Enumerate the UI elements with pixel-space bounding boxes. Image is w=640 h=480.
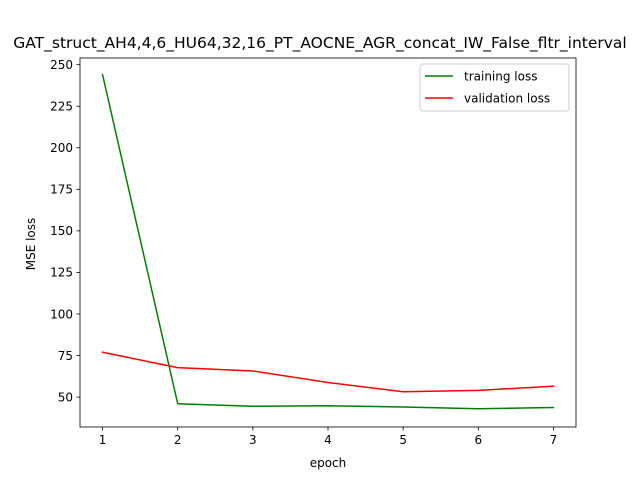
y-tick-label: 50 [58,390,73,404]
y-axis-label: MSE loss [24,218,38,271]
legend-entry-1: validation loss [464,91,550,105]
x-tick-label: 1 [99,433,107,447]
x-axis-label: epoch [310,456,347,470]
x-tick-label: 3 [249,433,257,447]
legend-entry-0: training loss [464,69,537,83]
axes-frame [79,57,577,428]
plot-area: 1 2 3 4 5 6 7 50 75 100 125 150 175 200 225 250 [50,57,577,447]
y-tick-label: 100 [50,307,73,321]
y-tick-label: 175 [50,183,73,197]
y-tick-label: 125 [50,266,73,280]
x-tick-label: 5 [399,433,407,447]
chart-title: GAT_struct_AH4,4,6_HU64,32,16_PT_AOCNE_A… [13,34,627,53]
x-tick-label: 4 [324,433,332,447]
series-line-1 [101,351,555,393]
legend-box [419,63,570,112]
x-tick-label: 7 [550,433,558,447]
y-tick-label: 75 [58,349,73,363]
series-line-0 [101,73,555,410]
y-tick-label: 150 [50,224,73,238]
legend: training loss validation loss [419,63,570,112]
y-tick-label: 225 [50,100,73,114]
y-tick-label: 200 [50,141,73,155]
x-tick-label: 2 [174,433,182,447]
x-tick-label: 6 [474,433,482,447]
y-tick-label: 250 [50,58,73,72]
